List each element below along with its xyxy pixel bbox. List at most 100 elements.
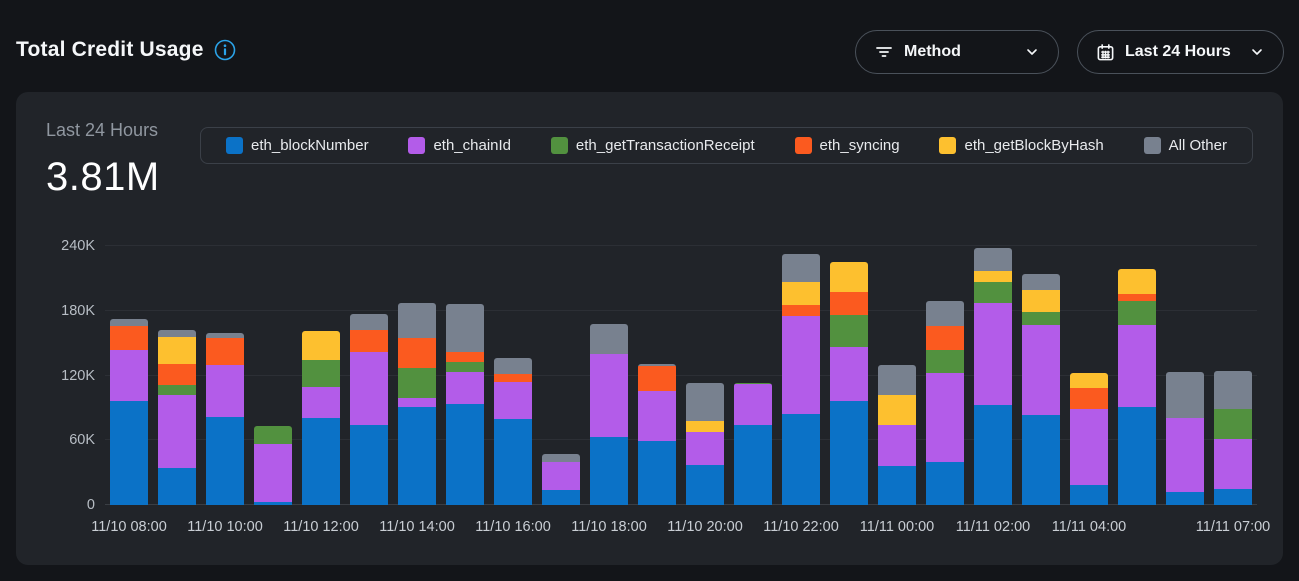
bar-segment-eth_chainId[interactable] [446, 372, 484, 404]
date-range-dropdown-button[interactable]: Last 24 Hours [1077, 30, 1284, 74]
bar-segment-eth_getTransactionReceipt[interactable] [830, 315, 868, 348]
bar-segment-eth_chainId[interactable] [398, 398, 436, 407]
bar-segment-eth_chainId[interactable] [734, 384, 772, 426]
bar-segment-eth_blockNumber[interactable] [926, 461, 964, 505]
bar-segment-eth_syncing[interactable] [830, 292, 868, 316]
bar-segment-eth_chainId[interactable] [878, 425, 916, 467]
bar-segment-eth_blockNumber[interactable] [1166, 492, 1204, 505]
bar-segment-All Other[interactable] [350, 314, 388, 331]
bar-segment-eth_blockNumber[interactable] [974, 404, 1012, 505]
bar-segment-eth_getTransactionReceipt[interactable] [446, 361, 484, 373]
bar-segment-eth_getTransactionReceipt[interactable] [158, 385, 196, 395]
bar-segment-eth_getBlockByHash[interactable] [782, 281, 820, 306]
bar-segment-eth_chainId[interactable] [1070, 408, 1108, 485]
bar-11/10 15:00[interactable] [446, 304, 484, 505]
bar-segment-eth_chainId[interactable] [494, 381, 532, 419]
bar-11/10 11:00[interactable] [254, 426, 292, 505]
legend-item-All Other[interactable]: All Other [1143, 137, 1227, 154]
bar-segment-eth_chainId[interactable] [926, 373, 964, 462]
bar-segment-eth_chainId[interactable] [1214, 439, 1252, 489]
bar-11/10 13:00[interactable] [350, 314, 388, 505]
bar-segment-eth_blockNumber[interactable] [638, 441, 676, 505]
bar-segment-eth_chainId[interactable] [686, 431, 724, 466]
bar-segment-eth_blockNumber[interactable] [1118, 406, 1156, 505]
legend-item-eth_getBlockByHash[interactable]: eth_getBlockByHash [939, 137, 1104, 154]
bar-segment-eth_getBlockByHash[interactable] [302, 331, 340, 361]
bar-segment-eth_blockNumber[interactable] [1070, 484, 1108, 505]
bar-segment-eth_blockNumber[interactable] [830, 401, 868, 505]
bar-segment-eth_getTransactionReceipt[interactable] [734, 383, 772, 385]
bar-11/10 16:00[interactable] [494, 358, 532, 505]
bar-11/11 07:00[interactable] [1214, 371, 1252, 505]
bar-segment-All Other[interactable] [782, 253, 820, 282]
bar-segment-eth_syncing[interactable] [446, 351, 484, 362]
bar-segment-eth_blockNumber[interactable] [110, 401, 148, 505]
bar-11/10 14:00[interactable] [398, 303, 436, 505]
bar-11/11 05:00[interactable] [1118, 268, 1156, 505]
bar-11/11 02:00[interactable] [974, 248, 1012, 505]
bar-segment-eth_syncing[interactable] [398, 337, 436, 368]
bar-segment-eth_getBlockByHash[interactable] [830, 262, 868, 293]
bar-11/10 21:00[interactable] [734, 383, 772, 505]
bar-segment-eth_getBlockByHash[interactable] [686, 420, 724, 432]
bar-segment-All Other[interactable] [1166, 372, 1204, 418]
bar-11/11 04:00[interactable] [1070, 373, 1108, 505]
bar-segment-eth_chainId[interactable] [110, 349, 148, 402]
bar-segment-eth_syncing[interactable] [638, 365, 676, 391]
bar-segment-All Other[interactable] [542, 454, 580, 462]
bar-segment-eth_chainId[interactable] [1166, 417, 1204, 493]
bar-segment-eth_getBlockByHash[interactable] [878, 394, 916, 426]
bar-segment-All Other[interactable] [1022, 274, 1060, 291]
bar-11/10 23:00[interactable] [830, 262, 868, 505]
bar-segment-eth_syncing[interactable] [1070, 388, 1108, 409]
bar-11/10 22:00[interactable] [782, 253, 820, 505]
bar-11/10 20:00[interactable] [686, 383, 724, 505]
bar-segment-eth_chainId[interactable] [158, 394, 196, 469]
bar-segment-eth_blockNumber[interactable] [1214, 488, 1252, 505]
bar-segment-eth_getTransactionReceipt[interactable] [1214, 408, 1252, 440]
bar-segment-eth_syncing[interactable] [158, 363, 196, 386]
bar-segment-eth_getTransactionReceipt[interactable] [1022, 311, 1060, 325]
bar-11/11 03:00[interactable] [1022, 274, 1060, 505]
bar-segment-eth_chainId[interactable] [1022, 324, 1060, 416]
bar-segment-eth_getTransactionReceipt[interactable] [974, 281, 1012, 304]
bar-segment-eth_chainId[interactable] [830, 347, 868, 402]
bar-11/10 12:00[interactable] [302, 331, 340, 505]
bar-segment-eth_getTransactionReceipt[interactable] [398, 367, 436, 399]
bar-segment-All Other[interactable] [686, 383, 724, 421]
bar-segment-eth_syncing[interactable] [110, 325, 148, 350]
bar-segment-eth_chainId[interactable] [302, 387, 340, 418]
bar-segment-All Other[interactable] [206, 333, 244, 338]
bar-segment-eth_syncing[interactable] [926, 325, 964, 350]
bar-segment-eth_getTransactionReceipt[interactable] [926, 349, 964, 374]
bar-segment-eth_getBlockByHash[interactable] [1070, 373, 1108, 389]
legend-item-eth_getTransactionReceipt[interactable]: eth_getTransactionReceipt [550, 137, 755, 154]
bar-11/10 19:00[interactable] [638, 363, 676, 505]
bar-segment-eth_chainId[interactable] [350, 351, 388, 426]
bar-11/10 09:00[interactable] [158, 330, 196, 505]
bar-segment-eth_syncing[interactable] [1118, 293, 1156, 302]
bar-segment-eth_getBlockByHash[interactable] [158, 336, 196, 364]
method-dropdown-button[interactable]: Method [855, 30, 1059, 74]
bar-segment-eth_blockNumber[interactable] [590, 437, 628, 505]
bar-segment-eth_blockNumber[interactable] [350, 425, 388, 505]
bar-segment-All Other[interactable] [638, 363, 676, 366]
bar-segment-eth_chainId[interactable] [206, 364, 244, 417]
bar-segment-eth_blockNumber[interactable] [782, 414, 820, 505]
bar-segment-eth_chainId[interactable] [590, 353, 628, 438]
bar-segment-eth_syncing[interactable] [206, 337, 244, 365]
legend-item-eth_syncing[interactable]: eth_syncing [794, 137, 900, 154]
bar-segment-eth_getBlockByHash[interactable] [1022, 290, 1060, 312]
bar-11/10 18:00[interactable] [590, 323, 628, 505]
bar-11/10 17:00[interactable] [542, 454, 580, 505]
bar-11/11 06:00[interactable] [1166, 372, 1204, 505]
bar-segment-eth_getTransactionReceipt[interactable] [254, 426, 292, 444]
bar-11/10 10:00[interactable] [206, 333, 244, 505]
bar-segment-eth_getBlockByHash[interactable] [974, 270, 1012, 282]
bar-segment-eth_blockNumber[interactable] [686, 465, 724, 505]
bar-segment-eth_blockNumber[interactable] [302, 417, 340, 505]
legend-item-eth_chainId[interactable]: eth_chainId [408, 137, 511, 154]
bar-segment-eth_syncing[interactable] [782, 305, 820, 317]
bar-segment-eth_chainId[interactable] [782, 316, 820, 415]
bar-segment-eth_chainId[interactable] [638, 390, 676, 442]
